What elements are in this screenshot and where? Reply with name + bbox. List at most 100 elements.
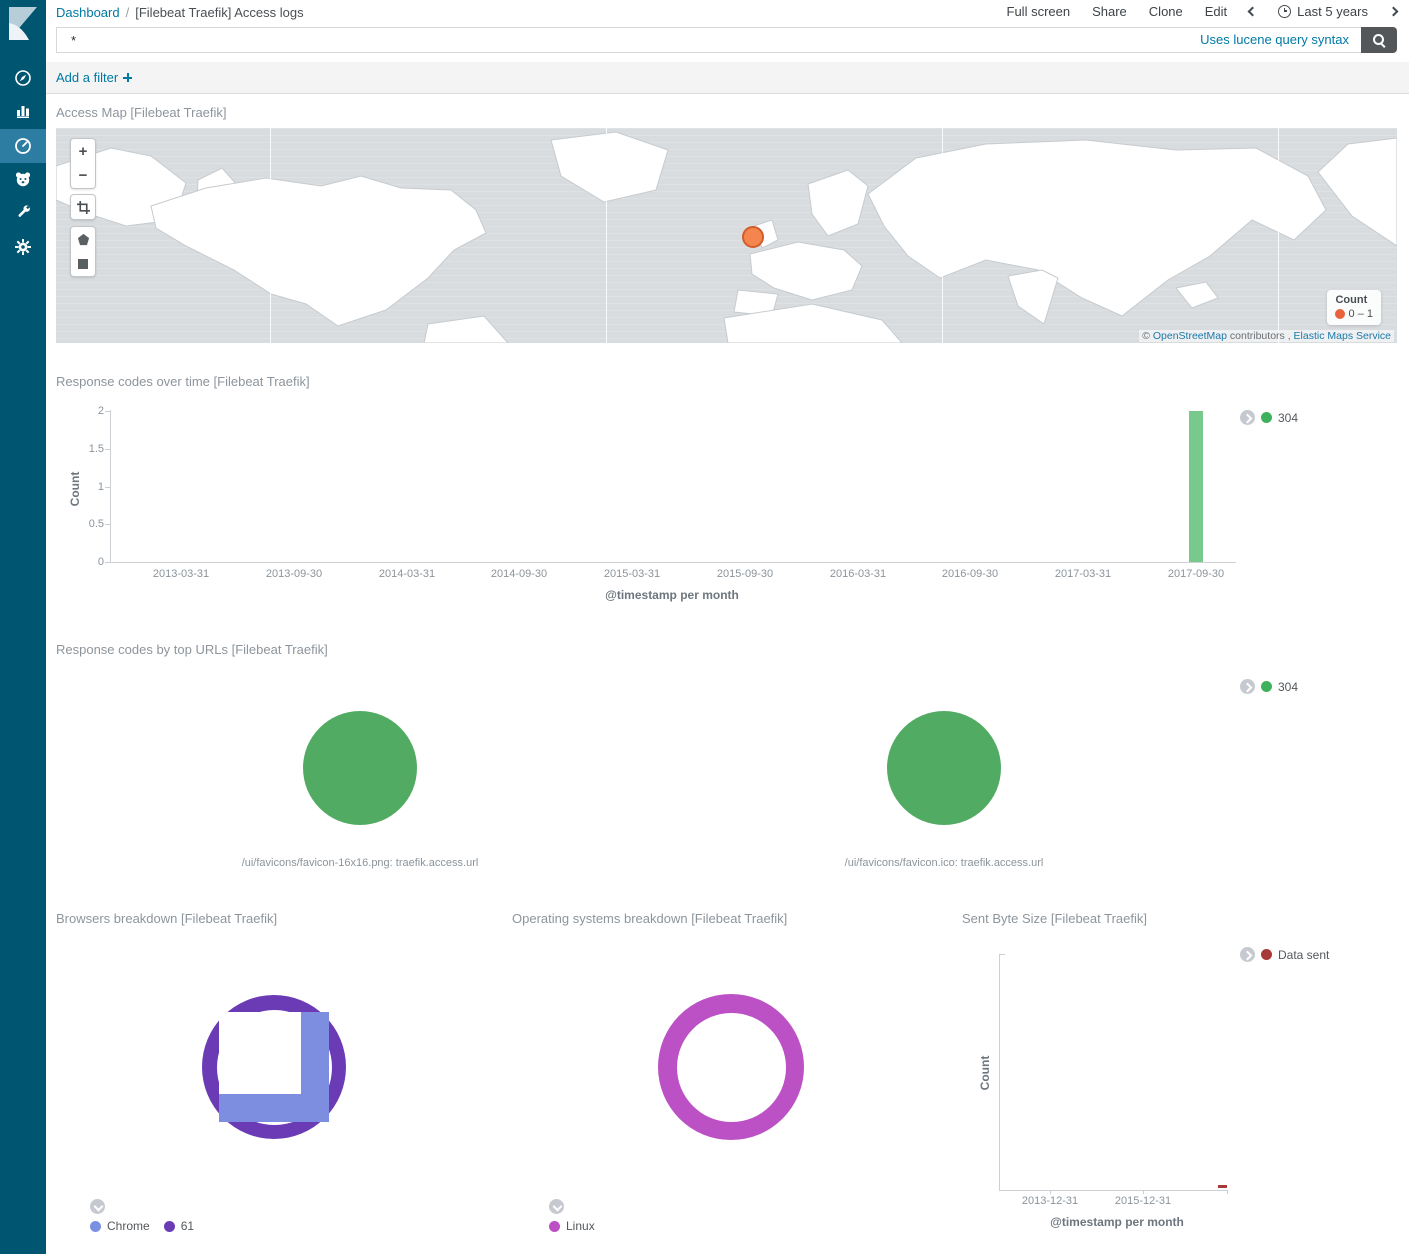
legend-304-dot: [1261, 412, 1272, 423]
dev-tools-wrench-icon[interactable]: [14, 203, 32, 221]
kibana-logo[interactable]: [0, 0, 46, 46]
time-picker[interactable]: Last 5 years: [1278, 4, 1368, 19]
map-attribution: © OpenStreetMap contributors , Elastic M…: [1139, 330, 1394, 342]
x-tick: [1050, 1190, 1051, 1194]
data-sent-point[interactable]: [1218, 1185, 1227, 1188]
attribution-prefix: ©: [1142, 330, 1150, 342]
x-tick: [1227, 1190, 1228, 1194]
y-tick: [999, 954, 1005, 955]
x-tick-label: 2016-03-31: [829, 568, 887, 580]
x-tick-label: 2013-03-31: [152, 568, 210, 580]
attribution-middle: contributors ,: [1229, 330, 1291, 342]
y-axis-title: Count: [68, 471, 82, 507]
y-axis-title: Count: [978, 1055, 992, 1091]
y-axis-line: [110, 410, 111, 563]
x-axis-title: @timestamp per month: [1050, 1215, 1184, 1229]
y-tick: [105, 562, 110, 563]
legend-collapse-icon[interactable]: [549, 1199, 564, 1214]
legend-collapse-icon[interactable]: [90, 1199, 105, 1214]
map-zoom-out-button[interactable]: −: [70, 163, 96, 189]
legend-61-label[interactable]: 61: [180, 1219, 195, 1233]
y-tick-label: 2: [97, 405, 104, 417]
pie-label: /ui/favicons/favicon-16x16.png: traefik.…: [241, 857, 479, 869]
access-map[interactable]: + − Count 0 – 1 © OpenStreetMap contribu…: [56, 128, 1397, 343]
legend-linux-label[interactable]: Linux: [566, 1219, 595, 1233]
os-panel-title: Operating systems breakdown [Filebeat Tr…: [512, 911, 788, 926]
full-screen-button[interactable]: Full screen: [1006, 4, 1071, 19]
elastic-maps-service-link[interactable]: Elastic Maps Service: [1293, 330, 1391, 342]
global-nav-sidebar: [0, 0, 46, 1254]
response-codes-legend: 304: [1240, 410, 1298, 425]
response-codes-panel-title: Response codes over time [Filebeat Traef…: [56, 374, 310, 389]
bytes-panel-title: Sent Byte Size [Filebeat Traefik]: [962, 911, 1147, 926]
legend-data-sent-label[interactable]: Data sent: [1278, 947, 1330, 962]
search-input[interactable]: [56, 27, 1361, 53]
map-legend-dot: [1335, 309, 1346, 320]
map-gridline: [606, 128, 607, 343]
time-forward-icon[interactable]: [1388, 6, 1399, 17]
breadcrumb: Dashboard / [Filebeat Traefik] Access logs: [56, 5, 304, 20]
x-tick-label: 2015-09-30: [716, 568, 774, 580]
x-tick-label: 2014-09-30: [490, 568, 548, 580]
add-filter-button[interactable]: Add a filter: [56, 70, 133, 85]
browsers-donut[interactable]: [202, 995, 346, 1139]
legend-data-sent-dot: [1261, 949, 1272, 960]
header-actions: Full screen Share Clone Edit Last 5 year…: [1006, 4, 1399, 19]
map-fit-bounds-button[interactable]: [70, 194, 96, 220]
x-tick: [1143, 1190, 1144, 1194]
legend-304-label[interactable]: 304: [1278, 679, 1299, 694]
visualize-barchart-icon[interactable]: [14, 101, 32, 119]
map-legend-title: Count: [1335, 294, 1368, 306]
pie-favicon-16x16[interactable]: [303, 711, 417, 825]
x-tick-label: 2013-12-31: [1021, 1195, 1079, 1207]
clock-icon: [1278, 5, 1292, 18]
legend-linux-dot: [549, 1220, 560, 1232]
os-donut[interactable]: [658, 994, 804, 1140]
x-tick-label: 2014-03-31: [378, 568, 436, 580]
share-button[interactable]: Share: [1092, 4, 1127, 19]
bar-304-2017-09-30[interactable]: [1189, 411, 1203, 562]
top-urls-legend: 304: [1240, 679, 1298, 694]
breadcrumb-separator: /: [125, 5, 130, 20]
x-tick-label: 2013-09-30: [265, 568, 323, 580]
y-tick: [105, 487, 110, 488]
time-back-icon[interactable]: [1247, 6, 1258, 17]
lucene-syntax-link[interactable]: Uses lucene query syntax: [1200, 32, 1349, 47]
timelion-icon[interactable]: [14, 170, 32, 188]
x-tick-label: 2017-03-31: [1054, 568, 1112, 580]
discover-compass-icon[interactable]: [14, 69, 32, 87]
filter-bar: Add a filter: [46, 62, 1409, 94]
x-tick-label: 2015-12-31: [1114, 1195, 1172, 1207]
openstreetmap-link[interactable]: OpenStreetMap: [1152, 330, 1227, 342]
edit-button[interactable]: Edit: [1204, 4, 1228, 19]
map-draw-polygon-button[interactable]: [70, 226, 96, 252]
legend-304-label[interactable]: 304: [1278, 410, 1299, 425]
legend-chrome-label[interactable]: Chrome: [107, 1219, 150, 1233]
breadcrumb-dashboard-link[interactable]: Dashboard: [56, 5, 120, 20]
search-button[interactable]: [1361, 27, 1397, 53]
geo-point-marker[interactable]: [742, 226, 764, 248]
y-tick-label: 0: [97, 556, 104, 568]
map-panel-title: Access Map [Filebeat Traefik]: [56, 105, 227, 120]
x-tick-label: 2016-09-30: [941, 568, 999, 580]
y-tick: [105, 449, 110, 450]
map-gridline: [270, 128, 271, 343]
legend-expand-icon[interactable]: [1240, 679, 1255, 694]
x-axis-title: @timestamp per month: [605, 588, 739, 602]
y-tick: [105, 411, 110, 412]
dashboard-gauge-icon[interactable]: [14, 137, 32, 155]
map-zoom-in-button[interactable]: +: [70, 138, 96, 164]
map-draw-rectangle-button[interactable]: [70, 251, 96, 277]
management-gear-icon[interactable]: [14, 238, 32, 256]
legend-expand-icon[interactable]: [1240, 410, 1255, 425]
legend-expand-icon[interactable]: [1240, 947, 1255, 962]
clone-button[interactable]: Clone: [1148, 4, 1183, 19]
y-tick-label: 1: [97, 481, 104, 493]
pie-favicon-ico[interactable]: [887, 711, 1001, 825]
pie-label: /ui/favicons/favicon.ico: traefik.access…: [844, 857, 1044, 869]
y-axis-line: [999, 954, 1000, 1191]
browsers-panel-title: Browsers breakdown [Filebeat Traefik]: [56, 911, 278, 926]
plus-icon: [123, 73, 133, 82]
bytes-legend: Data sent: [1240, 947, 1329, 962]
